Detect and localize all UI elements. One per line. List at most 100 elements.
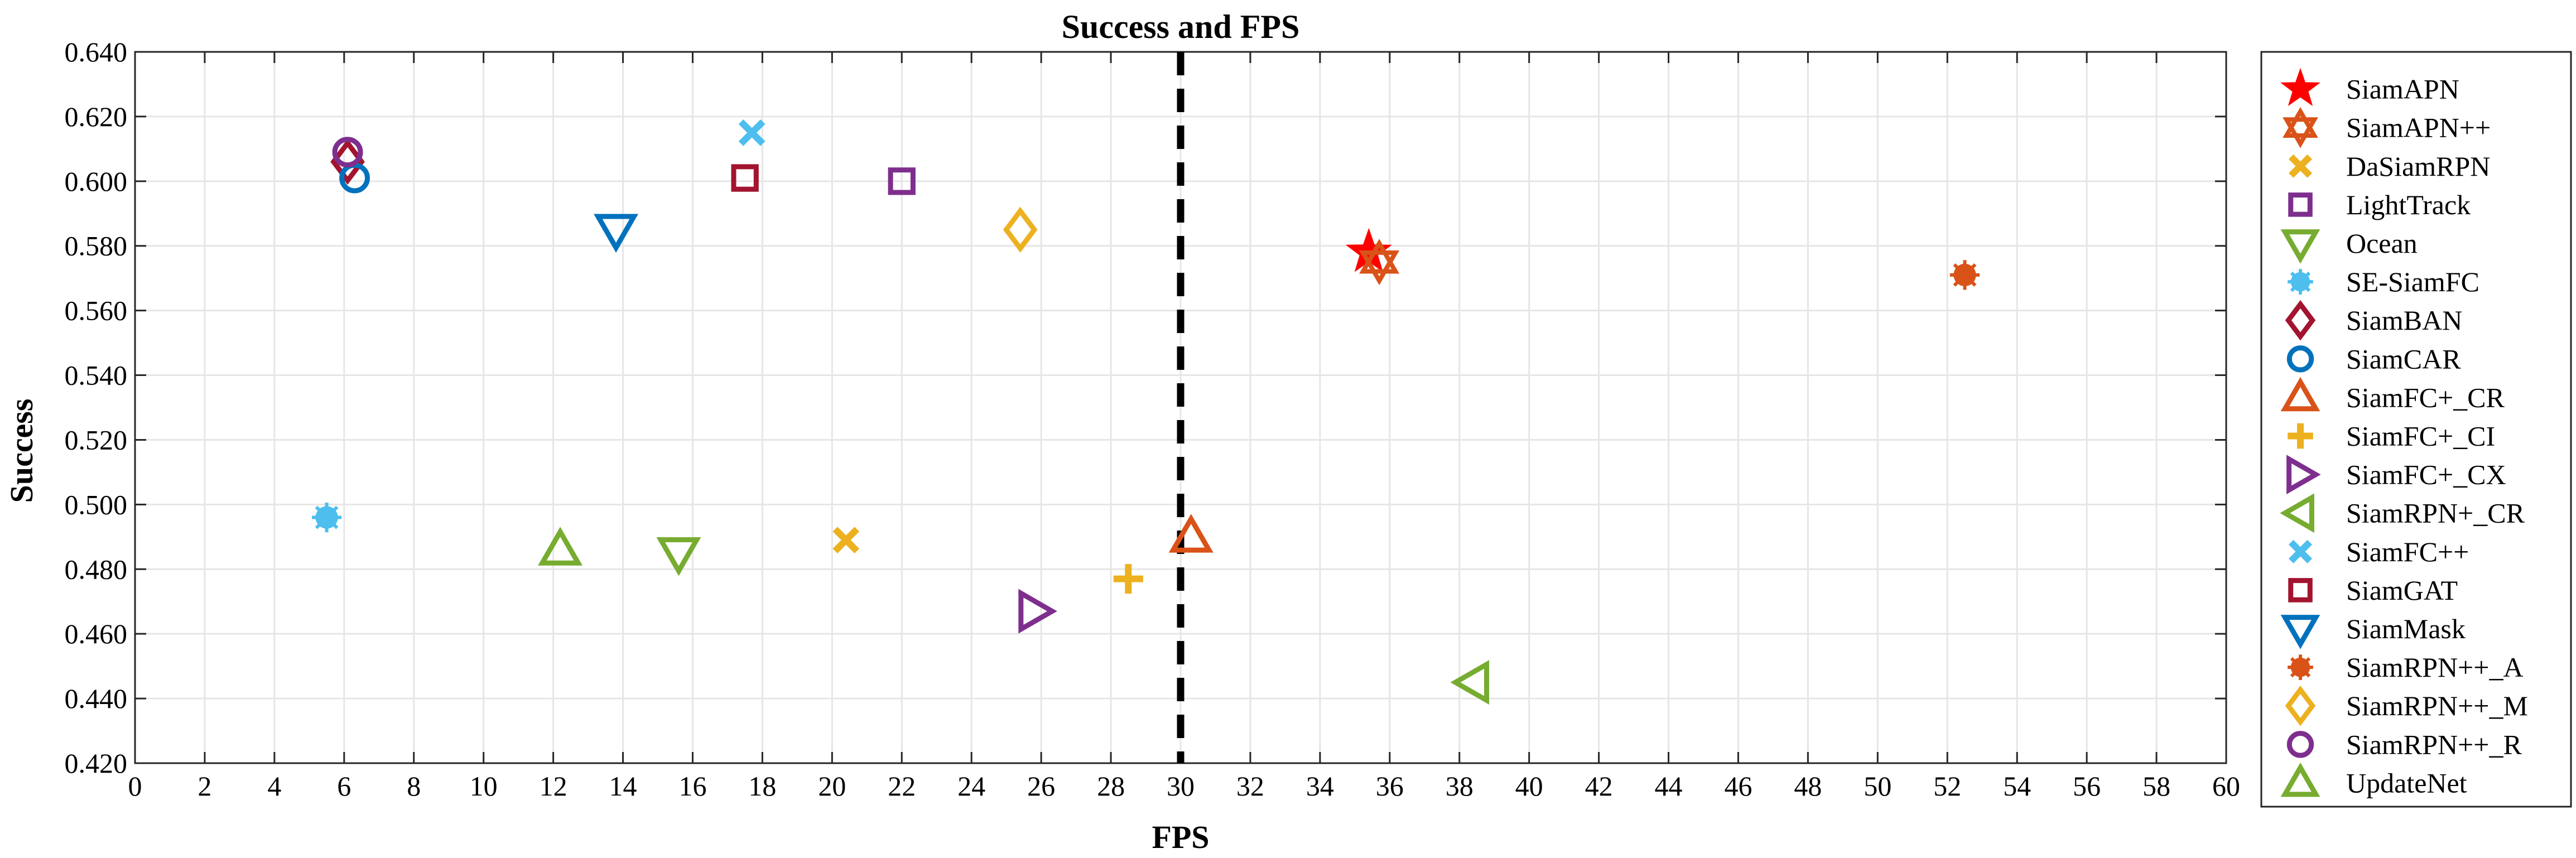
x-tick-label: 6: [337, 770, 351, 802]
legend-label-siamrpnplusplus-m: SiamRPN++_M: [2346, 690, 2528, 721]
legend-marker-siamrpnplusplus-a: [2288, 654, 2313, 680]
legend-marker-siamrpnplusplus-r: [2286, 731, 2314, 758]
point-siamapnplusplus: [1359, 239, 1400, 286]
x-tick-label: 50: [1864, 770, 1891, 802]
marks-layer: [311, 52, 1980, 763]
legend-label-siamgat: SiamGAT: [2346, 575, 2458, 606]
legend-marker-siamapn: [2280, 68, 2320, 107]
x-tick-label: 42: [1585, 770, 1613, 802]
x-tick-label: 28: [1097, 770, 1125, 802]
legend-label-siamfcplus-cr: SiamFC+_CR: [2346, 382, 2505, 413]
legend-label-siamapnplusplus: SiamAPN++: [2346, 112, 2491, 143]
y-tick-label: 0.440: [65, 683, 128, 714]
x-tick-label: 8: [407, 770, 421, 802]
legend-label-siamfcplus-ci: SiamFC+_CI: [2346, 421, 2495, 452]
chart-title: Success and FPS: [1062, 8, 1300, 45]
point-siamgat: [731, 164, 759, 192]
x-tick-label: 18: [748, 770, 776, 802]
x-tick-label: 34: [1306, 770, 1334, 802]
y-tick-label: 0.520: [65, 424, 128, 455]
point-siamfcplus-cr: [1168, 514, 1214, 553]
x-tick-label: 12: [540, 770, 567, 802]
x-tick-label: 10: [470, 770, 498, 802]
grid-layer: [135, 52, 2226, 763]
x-tick-label: 32: [1236, 770, 1264, 802]
y-tick-label: 0.460: [65, 618, 128, 649]
x-tick-label: 44: [1655, 770, 1683, 802]
y-tick-label: 0.560: [65, 295, 128, 326]
legend-marker-siammask: [2280, 615, 2320, 649]
point-siamrpnplusplus-r: [332, 137, 363, 168]
legend-marker-se-siamfc: [2288, 269, 2313, 295]
legend-box: [2260, 51, 2572, 808]
point-siamban: [330, 138, 365, 185]
y-tick-label: 0.600: [65, 166, 128, 197]
legend-marker-siamfcplus-cx: [2286, 455, 2321, 494]
y-tick-label: 0.540: [65, 360, 128, 391]
x-tick-label: 40: [1515, 770, 1543, 802]
x-tick-label: 58: [2142, 770, 2170, 802]
axes-layer: 0 2 4 6 8 10 12 14 16 18 20 22 24 26 28 30 32 34 36 38 40 42 4…: [65, 36, 2241, 802]
y-tick-label: 0.420: [65, 748, 128, 779]
x-tick-label: 22: [888, 770, 916, 802]
point-siamrpnplus-cr: [1450, 660, 1490, 705]
legend-label-siamcar: SiamCAR: [2346, 343, 2461, 374]
legend-label-se-siamfc: SE-SiamFC: [2346, 266, 2479, 297]
legend-marker-siamcar: [2286, 345, 2314, 373]
y-tick-label: 0.500: [65, 489, 128, 520]
y-tick-label: 0.480: [65, 553, 128, 585]
x-tick-label: 0: [128, 770, 142, 802]
legend-label-updatenet: UpdateNet: [2346, 767, 2467, 798]
x-tick-label: 24: [957, 770, 985, 802]
point-lighttrack: [888, 167, 916, 195]
point-dasiamrpn: [832, 527, 860, 553]
legend-label-siamapn: SiamAPN: [2346, 74, 2459, 105]
legend-marker-dasiamrpn: [2288, 154, 2313, 178]
x-tick-label: 4: [267, 770, 281, 802]
point-siamrpnplusplus-a: [1949, 260, 1980, 290]
legend: SiamAPN SiamAPN++ DaSiamRPN LightTrack Ocean…: [2260, 51, 2572, 808]
point-updatenet: [538, 527, 583, 566]
legend-label-siammask: SiamMask: [2346, 613, 2466, 644]
y-tick-label: 0.640: [65, 36, 128, 68]
legend-marker-lighttrack: [2288, 192, 2313, 217]
x-tick-label: 60: [2212, 770, 2240, 802]
x-tick-label: 20: [818, 770, 846, 802]
point-siamrpnplusplus-m: [1003, 206, 1038, 253]
x-tick-label: 52: [1933, 770, 1961, 802]
legend-label-siamban: SiamBAN: [2346, 305, 2462, 336]
legend-label-siamrpnplus-cr: SiamRPN+_CR: [2346, 498, 2525, 529]
x-tick-label: 56: [2073, 770, 2101, 802]
x-tick-label: 30: [1167, 770, 1195, 802]
legend-label-siamfcplusplus: SiamFC++: [2346, 536, 2469, 567]
legend-marker-siamfcplusplus: [2288, 539, 2313, 563]
y-tick-label: 0.620: [65, 101, 128, 132]
legend-marker-siamban: [2285, 300, 2316, 341]
point-siamfcplus-cx: [1018, 589, 1057, 634]
point-siammask: [594, 214, 639, 253]
point-ocean: [656, 537, 701, 576]
legend-label-siamrpnplusplus-r: SiamRPN++_R: [2346, 729, 2522, 760]
x-tick-label: 48: [1794, 770, 1822, 802]
x-tick-label: 36: [1376, 770, 1404, 802]
legend-label-ocean: Ocean: [2346, 228, 2418, 259]
legend-marker-updatenet: [2280, 762, 2320, 797]
point-siamfcplusplus: [738, 119, 765, 146]
legend-label-siamfcplus-cx: SiamFC+_CX: [2346, 459, 2506, 490]
x-tick-label: 38: [1446, 770, 1474, 802]
y-tick-label: 0.580: [65, 230, 128, 262]
legend-marker-siamrpnplusplus-m: [2285, 685, 2316, 726]
legend-label-dasiamrpn: DaSiamRPN: [2346, 151, 2490, 182]
point-siamfcplus-ci: [1113, 564, 1143, 594]
x-tick-label: 26: [1027, 770, 1055, 802]
legend-label-lighttrack: LightTrack: [2346, 189, 2471, 220]
x-axis-title: FPS: [1152, 819, 1209, 855]
legend-marker-ocean: [2280, 229, 2320, 264]
legend-marker-siamgat: [2288, 578, 2313, 602]
legend-label-siamrpnplusplus-a: SiamRPN++_A: [2346, 652, 2524, 683]
x-tick-label: 16: [678, 770, 706, 802]
y-axis-title: Success: [3, 399, 40, 503]
